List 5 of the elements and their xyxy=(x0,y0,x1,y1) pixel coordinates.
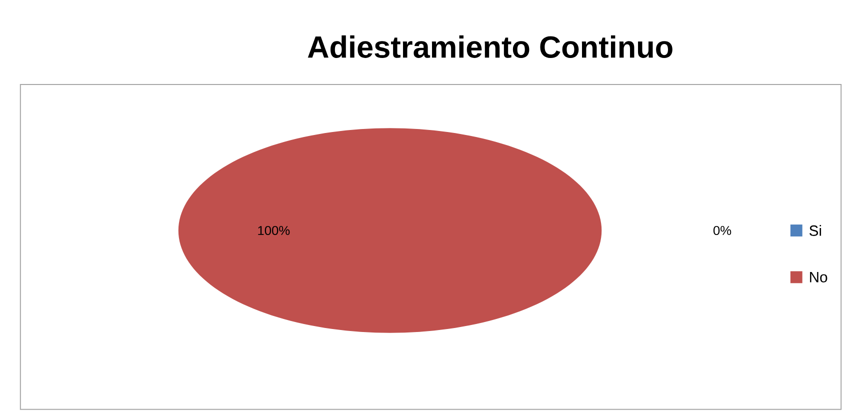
data-label: 100% xyxy=(258,226,290,235)
legend-label: No xyxy=(810,272,828,282)
chart-title: Adiestramiento Continuo xyxy=(308,35,672,58)
text: 0% xyxy=(713,226,732,235)
legend-label: Si xyxy=(809,224,822,236)
